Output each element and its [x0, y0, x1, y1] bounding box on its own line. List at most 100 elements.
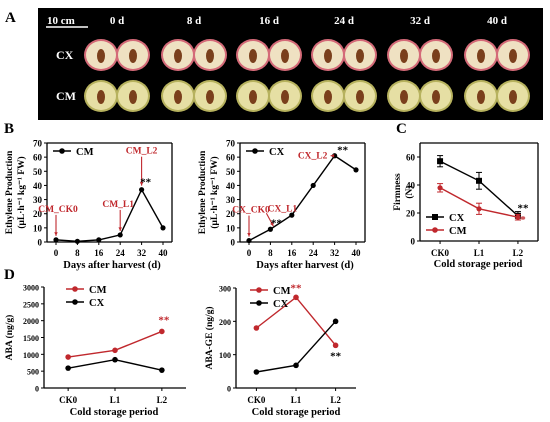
y-tick-label: 0 — [411, 237, 416, 247]
x-axis-label: Days after harvest (d) — [63, 260, 161, 271]
x-tick-label: L1 — [110, 395, 121, 405]
fruit-half — [419, 39, 453, 71]
x-tick-label: 16 — [287, 248, 297, 258]
x-tick-label: L1 — [291, 395, 302, 405]
y-tick-label: 100 — [219, 351, 231, 360]
data-point — [65, 354, 71, 360]
y-axis-label: ABA-GE (ng/g) — [204, 306, 215, 369]
day-label: 24 d — [334, 15, 354, 27]
panel-label-c: C — [396, 121, 407, 137]
x-axis-label: Cold storage period — [252, 407, 341, 418]
data-point — [289, 212, 295, 218]
y-tick-label: 3000 — [23, 284, 39, 293]
day-label: 40 d — [487, 15, 507, 27]
x-tick-label: L2 — [513, 248, 524, 258]
y-tick-label: 10 — [226, 223, 236, 233]
panel-label-a: A — [5, 10, 16, 26]
y-axis-label-units: (μL·h⁻¹ kg⁻¹ FW) — [16, 156, 27, 228]
y-tick-label: 70 — [226, 139, 236, 149]
x-tick-label: L2 — [157, 395, 168, 405]
panel-label-b: B — [4, 121, 14, 137]
data-point — [437, 158, 444, 165]
fruit-core — [509, 90, 517, 104]
y-tick-label: 1000 — [23, 351, 39, 360]
y-axis-label-units: (N) — [404, 185, 415, 198]
legend-marker — [72, 286, 78, 292]
x-tick-label: CK0 — [247, 395, 266, 405]
y-axis-label: Ethylene Production — [5, 150, 15, 234]
legend-marker — [72, 299, 78, 305]
fruit-half — [268, 80, 302, 112]
legend-marker — [59, 148, 65, 154]
x-tick-label: CK0 — [59, 395, 78, 405]
series-line-cm — [255, 296, 337, 346]
data-point — [139, 187, 145, 193]
series-line-cm — [55, 188, 164, 242]
callout-arrowhead — [330, 153, 335, 158]
x-tick-label: 8 — [75, 248, 80, 258]
fruit-core — [509, 49, 517, 63]
x-tick-label: 40 — [159, 248, 169, 258]
x-tick-label: 8 — [268, 248, 273, 258]
data-point — [53, 237, 59, 243]
significance-mark: ** — [271, 217, 283, 229]
callout-arrowhead — [139, 182, 144, 186]
legend-label: CX — [449, 213, 465, 224]
x-tick-label: 32 — [137, 248, 147, 258]
day-label: 16 d — [259, 15, 279, 27]
data-point — [159, 328, 165, 335]
y-tick-label: 0 — [231, 238, 236, 248]
significance-mark: ** — [330, 350, 342, 362]
fruit-half — [84, 80, 118, 112]
legend-label: CM — [449, 226, 467, 237]
data-point — [293, 362, 299, 369]
x-tick-label: 16 — [94, 248, 104, 258]
y-tick-label: 20 — [406, 209, 416, 219]
fruit-core — [174, 90, 182, 104]
data-point — [159, 367, 165, 373]
x-axis-label: Cold storage period — [70, 407, 159, 418]
fruit-core — [400, 49, 408, 63]
fruit-photo-panel: 10 cm 0 d 8 d 16 d 24 d 32 d 40 d CX CM — [38, 8, 543, 120]
x-tick-label: 24 — [116, 248, 126, 258]
data-point — [112, 347, 118, 354]
legend-marker — [256, 287, 262, 293]
y-axis-label: ABA (ng/g) — [4, 315, 15, 361]
data-point — [332, 318, 339, 325]
fruit-half — [496, 80, 530, 112]
fruit-half — [268, 39, 302, 71]
fruit-half — [464, 80, 498, 112]
series-line-cx — [248, 154, 357, 242]
fruit-core — [356, 49, 364, 63]
chart-b2: 0 10 20 30 40 50 60 70 0 8 16 24 32 40 Days after harv… — [198, 139, 366, 271]
data-point — [437, 185, 443, 191]
fruit-half — [464, 39, 498, 71]
y-tick-label: 200 — [219, 318, 231, 327]
significance-mark: ** — [291, 282, 303, 294]
fruit-core — [432, 90, 440, 104]
fruit-half — [387, 39, 421, 71]
fruit-core — [432, 49, 440, 63]
significance-mark: ** — [337, 145, 349, 157]
y-tick-label: 40 — [226, 181, 236, 191]
series-line-cm — [68, 330, 163, 358]
y-tick-label: 40 — [33, 181, 43, 191]
fruit-half — [387, 80, 421, 112]
day-label: 8 d — [187, 15, 201, 27]
callout-arrowhead — [118, 227, 122, 231]
data-point — [253, 369, 260, 375]
fruit-half — [343, 39, 377, 71]
fruit-core — [97, 49, 105, 63]
legend-label: CX — [269, 147, 285, 158]
fruit-half — [193, 39, 227, 71]
chart-b1: 0 10 20 30 40 50 60 70 0 8 16 24 32 40 Days after harv… — [5, 139, 173, 271]
data-point — [332, 342, 339, 349]
legend-label: CX — [273, 299, 289, 310]
y-tick-label: 60 — [406, 153, 416, 163]
legend-label: CM — [89, 285, 107, 296]
fruit-core — [324, 49, 332, 63]
data-point — [74, 238, 80, 244]
row-label: CM — [56, 89, 76, 103]
fruit-core — [129, 49, 137, 63]
